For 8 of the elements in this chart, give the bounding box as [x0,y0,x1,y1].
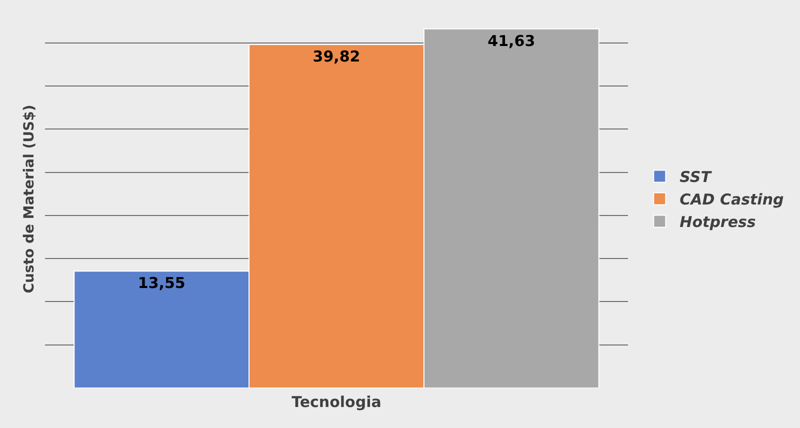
y-axis-title: Custo de Material (US$) [22,104,38,294]
data-label: 41,63 [488,32,536,50]
legend-label: CAD Casting [680,190,784,209]
legend-label: SST [680,168,713,186]
data-label: 39,82 [312,48,360,66]
legend-label: Hotpress [680,213,756,232]
x-axis-title: Tecnologia [292,393,382,411]
data-label: 13,55 [138,274,186,292]
